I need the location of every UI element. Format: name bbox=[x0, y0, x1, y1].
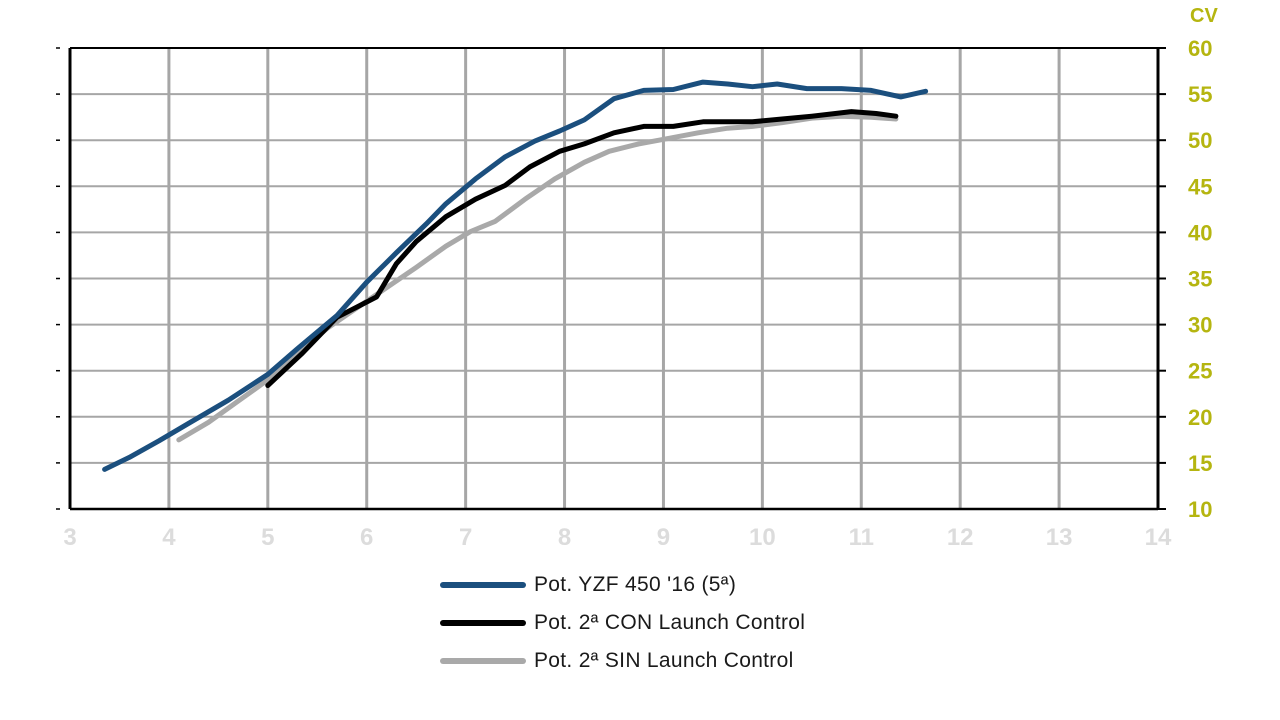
legend-swatch-sin-launch-control bbox=[440, 658, 526, 664]
x-tick-label: 6 bbox=[360, 524, 373, 551]
y-tick-label: 20 bbox=[1188, 405, 1212, 430]
y-tick-label: 45 bbox=[1188, 174, 1212, 199]
x-axis-tick-labels: 3 4 5 6 7 8 9 10 11 12 13 14 bbox=[63, 524, 1172, 551]
x-tick-label: 12 bbox=[947, 524, 974, 551]
legend-label-con-launch-control: Pot. 2ª CON Launch Control bbox=[534, 611, 806, 634]
y-tick-label: 35 bbox=[1188, 267, 1212, 292]
y-tick-label: 40 bbox=[1188, 220, 1212, 245]
y-tick-label: 15 bbox=[1188, 451, 1212, 476]
x-tick-label: 3 bbox=[63, 524, 76, 551]
x-tick-label: 11 bbox=[849, 524, 874, 551]
x-tick-label: 10 bbox=[749, 524, 776, 551]
x-tick-label: 4 bbox=[162, 524, 176, 551]
series-line-1 bbox=[265, 109, 899, 388]
y-tick-label: 60 bbox=[1188, 36, 1212, 61]
y-tick-label: 50 bbox=[1188, 128, 1212, 153]
y-tick-label: 10 bbox=[1188, 497, 1212, 522]
y-axis-unit-label: CV bbox=[1190, 5, 1218, 27]
y-axis-tick-labels: 10 15 20 25 30 35 40 45 50 55 60 bbox=[1188, 36, 1212, 522]
x-tick-label: 13 bbox=[1046, 524, 1073, 551]
legend-swatch-yzf450 bbox=[440, 582, 526, 588]
x-tick-label: 14 bbox=[1145, 524, 1172, 551]
x-tick-label: 8 bbox=[558, 524, 571, 551]
legend: Pot. YZF 450 '16 (5ª) Pot. 2ª CON Launch… bbox=[440, 566, 805, 680]
legend-item-sin-launch-control: Pot. 2ª SIN Launch Control bbox=[440, 642, 805, 680]
x-tick-label: 7 bbox=[459, 524, 472, 551]
legend-item-con-launch-control: Pot. 2ª CON Launch Control bbox=[440, 604, 805, 642]
legend-label-yzf450: Pot. YZF 450 '16 (5ª) bbox=[534, 573, 737, 596]
x-tick-label: 5 bbox=[261, 524, 274, 551]
plot-frame bbox=[56, 47, 1166, 511]
legend-swatch-con-launch-control bbox=[440, 620, 526, 626]
legend-label-sin-launch-control: Pot. 2ª SIN Launch Control bbox=[534, 649, 794, 672]
legend-item-yzf450: Pot. YZF 450 '16 (5ª) bbox=[440, 566, 805, 604]
y-tick-label: 30 bbox=[1188, 313, 1212, 338]
series-line-0 bbox=[102, 79, 929, 472]
y-tick-label: 25 bbox=[1188, 359, 1212, 384]
series-line-2 bbox=[176, 113, 899, 443]
x-tick-label: 9 bbox=[657, 524, 670, 551]
grid bbox=[70, 48, 1158, 509]
series-lines bbox=[102, 79, 929, 472]
y-tick-label: 55 bbox=[1188, 82, 1212, 107]
